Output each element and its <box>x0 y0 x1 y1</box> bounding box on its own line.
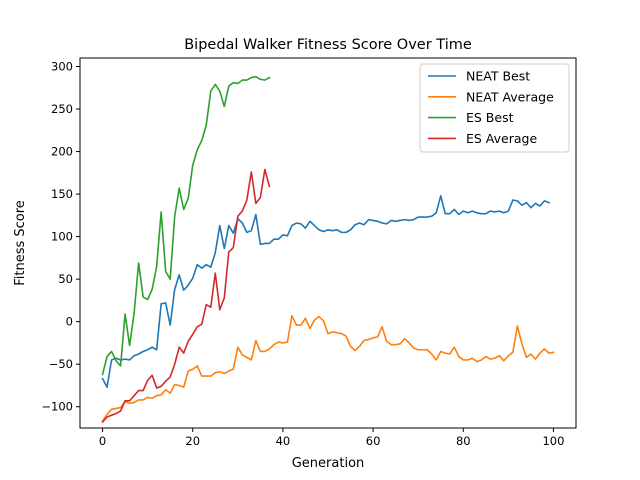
x-tick-label: 100 <box>542 434 564 448</box>
legend-box <box>419 63 570 153</box>
x-axis-label: Generation <box>292 456 365 471</box>
legend-label: NEAT Average <box>466 89 554 104</box>
plot-frame <box>79 57 577 429</box>
y-tick-label: 50 <box>58 272 73 286</box>
series-line-neat-best <box>101 194 550 388</box>
series-line-es-best <box>101 75 271 376</box>
y-tick-label: −100 <box>41 400 73 414</box>
chart-title: Bipedal Walker Fitness Score Over Time <box>184 37 472 53</box>
y-tick-label: 300 <box>51 60 73 74</box>
series-line-neat-average <box>101 314 555 423</box>
x-tick-label: 40 <box>276 434 291 448</box>
legend: NEAT Best NEAT Average ES Best ES Average <box>419 63 570 153</box>
x-tick-label: 80 <box>456 434 471 448</box>
x-tick-label: 60 <box>366 434 381 448</box>
y-tick-label: 200 <box>51 145 73 159</box>
y-tick-label: 250 <box>51 102 73 116</box>
legend-label: ES Best <box>466 110 514 125</box>
y-tick-label: 100 <box>51 230 73 244</box>
y-axis-ticks: −100 −50 0 50 100 150 200 250 300 <box>41 60 80 414</box>
x-tick-label: 0 <box>99 434 106 448</box>
y-tick-label: 0 <box>66 315 73 329</box>
legend-label: NEAT Best <box>466 69 530 84</box>
x-axis-ticks: 0 20 40 60 80 100 <box>99 428 564 448</box>
y-tick-label: 150 <box>51 187 73 201</box>
y-axis-label: Fitness Score <box>13 200 28 286</box>
legend-label: ES Average <box>466 131 537 146</box>
y-tick-label: −50 <box>49 357 73 371</box>
series-layer <box>101 75 555 424</box>
x-tick-label: 20 <box>185 434 200 448</box>
series-line-es-average <box>101 168 271 424</box>
